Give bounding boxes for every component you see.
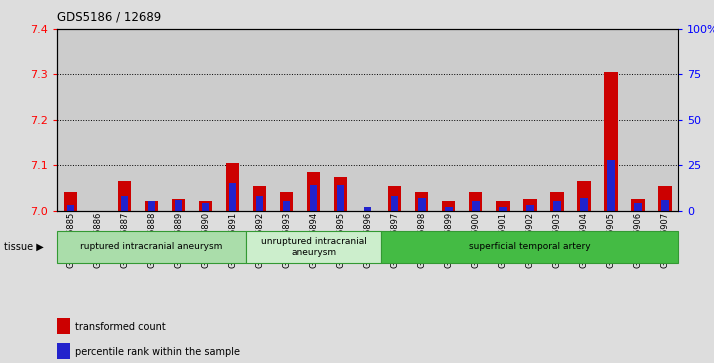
Bar xyxy=(199,201,212,211)
Bar xyxy=(472,201,480,211)
Bar xyxy=(391,196,398,211)
Bar xyxy=(408,29,436,211)
Bar xyxy=(148,201,156,211)
Bar xyxy=(310,185,318,211)
Bar xyxy=(219,29,246,211)
Bar xyxy=(138,29,165,211)
Bar xyxy=(550,192,563,211)
Text: unruptured intracranial
aneurysm: unruptured intracranial aneurysm xyxy=(261,237,366,257)
Bar xyxy=(631,199,645,211)
Bar xyxy=(381,29,408,211)
Bar xyxy=(300,29,327,211)
Bar xyxy=(543,29,570,211)
Bar xyxy=(337,185,344,211)
Bar xyxy=(226,163,239,211)
Bar xyxy=(523,199,536,211)
Bar xyxy=(489,29,516,211)
Bar xyxy=(229,183,236,211)
Bar xyxy=(580,198,588,211)
Bar xyxy=(172,199,186,211)
Bar xyxy=(354,29,381,211)
Bar xyxy=(553,201,560,211)
Bar xyxy=(526,205,533,211)
Bar xyxy=(496,201,510,211)
Bar xyxy=(64,192,77,211)
Bar xyxy=(84,29,111,211)
Bar xyxy=(661,200,668,211)
Bar xyxy=(192,29,219,211)
Bar xyxy=(388,185,401,211)
Bar xyxy=(118,181,131,211)
Bar xyxy=(436,29,462,211)
Bar xyxy=(570,29,598,211)
Bar xyxy=(462,29,489,211)
Bar xyxy=(256,196,263,211)
Bar xyxy=(67,205,74,211)
Bar xyxy=(175,200,183,211)
Text: tissue ▶: tissue ▶ xyxy=(4,242,44,252)
Text: GDS5186 / 12689: GDS5186 / 12689 xyxy=(57,11,161,24)
Bar xyxy=(327,29,354,211)
Bar xyxy=(634,203,642,211)
Bar xyxy=(598,29,624,211)
Bar xyxy=(418,198,426,211)
Bar xyxy=(283,201,291,211)
Bar xyxy=(111,29,138,211)
Bar xyxy=(121,196,129,211)
Bar xyxy=(442,201,456,211)
Bar xyxy=(624,29,651,211)
Text: transformed count: transformed count xyxy=(75,322,166,332)
Text: superficial temporal artery: superficial temporal artery xyxy=(469,242,590,251)
Bar xyxy=(145,201,159,211)
Bar xyxy=(280,192,293,211)
Bar xyxy=(604,72,618,211)
Bar xyxy=(273,29,300,211)
Bar xyxy=(658,185,672,211)
Bar xyxy=(253,185,266,211)
Bar xyxy=(499,207,506,211)
Bar xyxy=(57,29,84,211)
Bar xyxy=(651,29,678,211)
Bar xyxy=(165,29,192,211)
Bar xyxy=(415,192,428,211)
Text: ruptured intracranial aneurysm: ruptured intracranial aneurysm xyxy=(81,242,223,251)
Bar xyxy=(469,192,483,211)
Bar xyxy=(246,29,273,211)
Bar xyxy=(334,176,348,211)
Bar xyxy=(577,181,590,211)
Bar xyxy=(607,160,615,211)
Bar xyxy=(202,203,209,211)
Text: percentile rank within the sample: percentile rank within the sample xyxy=(75,347,240,357)
Bar xyxy=(516,29,543,211)
Bar xyxy=(364,207,371,211)
Bar xyxy=(445,207,453,211)
Bar xyxy=(307,172,321,211)
